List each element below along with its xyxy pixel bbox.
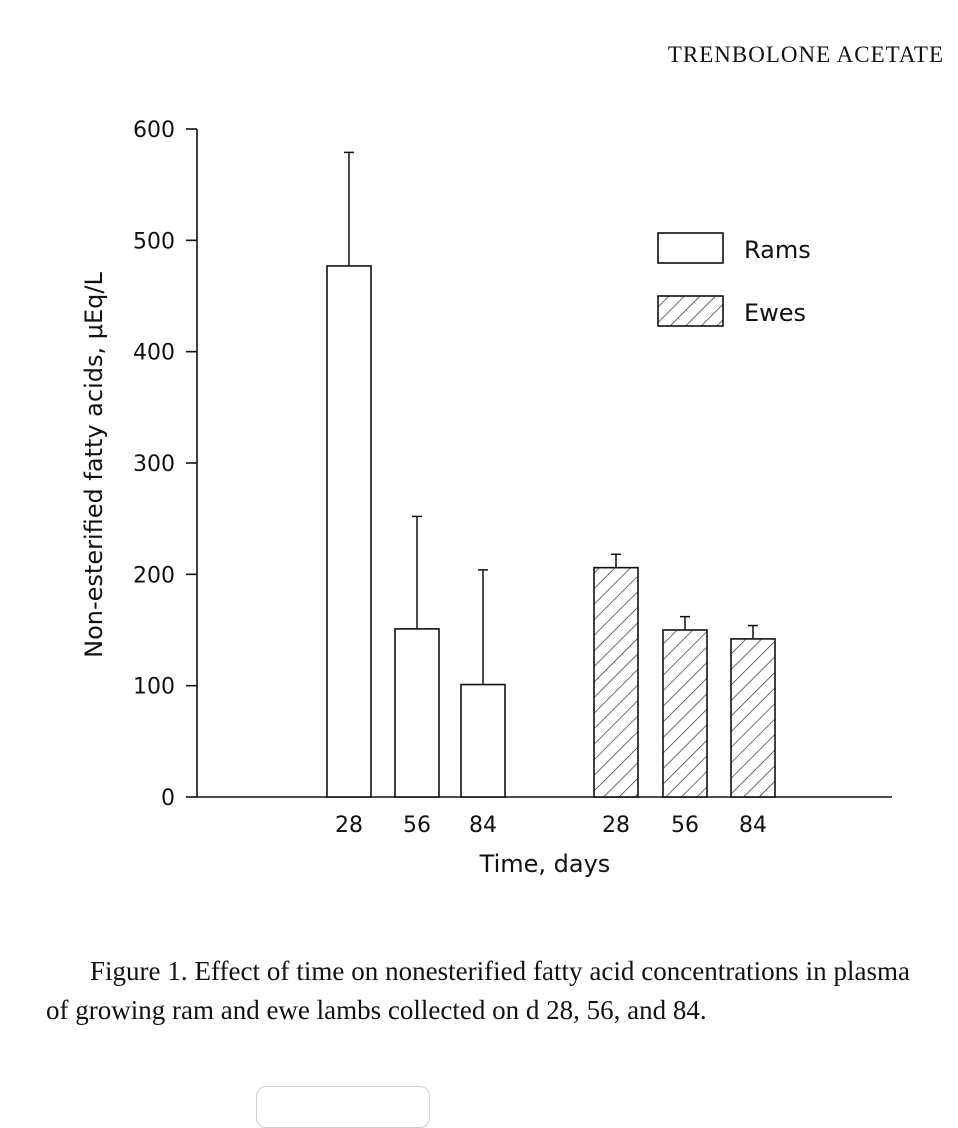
legend-swatch-ewes	[657, 295, 724, 327]
legend-label-rams: Rams	[744, 236, 811, 264]
legend-swatch-rams	[657, 232, 724, 264]
y-tick-label: 600	[133, 118, 175, 143]
y-tick-label: 200	[133, 563, 175, 588]
y-tick-label: 100	[133, 675, 175, 700]
x-axis-label: Time, days	[479, 850, 611, 878]
rams-bar-day-84	[460, 683, 506, 798]
x-tick-label: 84	[469, 813, 497, 838]
page-tab	[256, 1086, 430, 1128]
ewes-bar-day-84	[730, 638, 776, 798]
ewes-bar-day-28	[593, 566, 639, 798]
rams-bar-day-56	[394, 628, 440, 798]
y-tick-label: 500	[133, 229, 175, 254]
legend: Rams Ewes	[657, 232, 811, 327]
rams-bar-day-28	[326, 265, 372, 798]
x-tick-label: 28	[335, 813, 363, 838]
x-tick-label: 28	[602, 813, 630, 838]
axes: 0 100 200 300 400 500 600	[133, 118, 892, 811]
x-tick-label: 84	[739, 813, 767, 838]
y-tick-label: 400	[133, 341, 175, 366]
figure-caption: Figure 1. Effect of time on nonesterifie…	[46, 956, 910, 1025]
y-tick-label: 0	[161, 786, 175, 811]
bars: 28 56 84 28 56 84	[326, 151, 776, 838]
nefa-bar-chart: 0 100 200 300 400 500 600 28 56 84 28 56 84 Rams Ewe…	[80, 118, 892, 878]
y-axis-label: Non-esterified fatty acids, μEq/L	[80, 272, 108, 658]
ewes-bar-day-56	[662, 629, 708, 798]
x-tick-label: 56	[671, 813, 699, 838]
legend-label-ewes: Ewes	[744, 299, 806, 327]
x-tick-label: 56	[403, 813, 431, 838]
running-header: TRENBOLONE ACETATE	[667, 42, 944, 67]
y-tick-label: 300	[133, 452, 175, 477]
